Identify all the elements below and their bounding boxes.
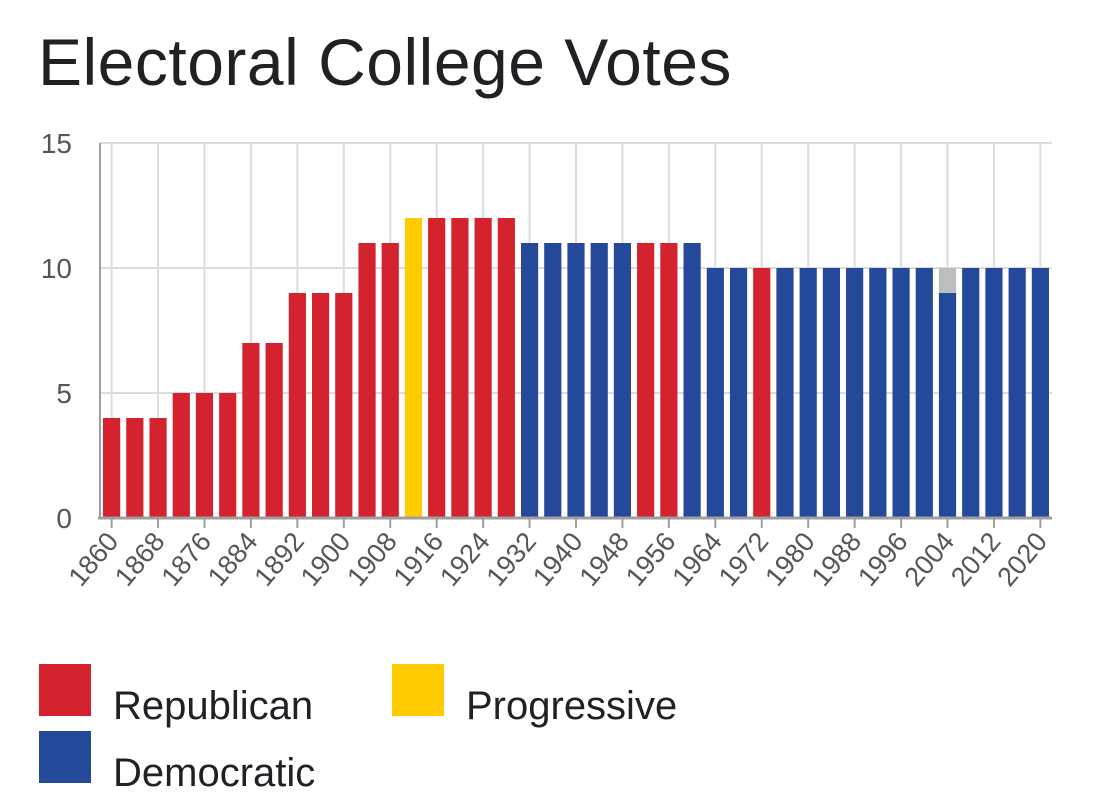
bar-1980-democratic [799, 268, 817, 518]
bar-1928-republican [497, 218, 515, 518]
x-tick-label: 1868 [109, 527, 171, 592]
bar-1916-republican [428, 218, 446, 518]
bar-2012-democratic [985, 268, 1003, 518]
bar-1920-republican [451, 218, 469, 518]
x-tick-label: 2012 [945, 527, 1007, 592]
x-tick-labels: 1860186818761884189219001908191619241932… [63, 527, 1053, 592]
x-tick-label: 1860 [63, 527, 125, 592]
x-tick-label: 1900 [295, 527, 357, 592]
bar-2016-democratic [1008, 268, 1026, 518]
bar-1992-democratic [869, 268, 887, 518]
bar-1896-republican [311, 293, 330, 518]
bar-1948-democratic [613, 243, 632, 518]
x-tick-label: 1940 [527, 527, 589, 592]
bar-1956-republican [660, 243, 678, 518]
bar-1940-democratic [567, 243, 585, 518]
bar-1888-republican [265, 343, 283, 518]
x-tick-label: 1948 [573, 527, 635, 592]
x-tick-label: 1916 [388, 527, 450, 592]
bar-1908-republican [381, 243, 399, 518]
bar-1988-democratic [846, 268, 864, 518]
bar-1884-republican [242, 343, 260, 518]
x-tick-label: 1996 [852, 527, 914, 592]
x-tick-label: 1892 [248, 527, 310, 592]
x-tick-label: 1876 [155, 527, 217, 592]
y-tick-labels: 0 5 10 15 [41, 128, 72, 534]
bar-1868-republican [149, 418, 167, 518]
bar-1872-republican [172, 393, 190, 518]
bar-1960-democratic [683, 243, 701, 518]
y-tick-label: 0 [56, 503, 72, 534]
y-tick-label: 5 [56, 378, 72, 409]
bar-2004-democratic [938, 293, 957, 518]
x-tick-label: 2020 [991, 527, 1053, 592]
bar-1972-republican [753, 268, 771, 518]
bar-2020-democratic [1031, 268, 1049, 518]
bar-1904-republican [358, 243, 376, 518]
bar-1976-democratic [776, 268, 794, 518]
x-tick-label: 1988 [806, 527, 868, 592]
axes [98, 143, 1052, 528]
chart-title: Electoral College Votes [38, 25, 732, 99]
bar-1924-republican [474, 218, 492, 518]
y-tick-label: 15 [41, 128, 72, 159]
x-tick-label: 1908 [341, 527, 403, 592]
x-tick-label: 1924 [434, 527, 496, 592]
x-tick-label: 1884 [202, 527, 264, 592]
bar-1944-democratic [590, 243, 608, 518]
bar-1984-democratic [822, 268, 841, 518]
bar-1860-republican [103, 418, 121, 518]
bar-2008-democratic [962, 268, 980, 518]
bar-1912-progressive [404, 218, 423, 518]
bar-1964-democratic [706, 268, 724, 518]
x-tick-label: 1972 [713, 527, 775, 592]
x-tick-label: 2004 [899, 527, 961, 592]
bar-1936-democratic [544, 243, 562, 518]
bars [103, 218, 1049, 518]
bar-1864-republican [126, 418, 144, 518]
bar-1952-republican [637, 243, 655, 518]
x-tick-label: 1964 [666, 527, 728, 592]
x-tick-label: 1980 [759, 527, 821, 592]
bar-2000-democratic [915, 268, 933, 518]
bar-1876-republican [195, 393, 214, 518]
y-tick-label: 10 [41, 253, 72, 284]
bar-1996-democratic [892, 268, 910, 518]
x-tick-label: 1932 [481, 527, 543, 592]
x-tick-label: 1956 [620, 527, 682, 592]
bar-2004-other [938, 268, 957, 293]
bar-1932-democratic [520, 243, 539, 518]
bar-1968-democratic [729, 268, 748, 518]
bar-1880-republican [219, 393, 237, 518]
bar-1900-republican [335, 293, 353, 518]
bar-1892-republican [288, 293, 306, 518]
